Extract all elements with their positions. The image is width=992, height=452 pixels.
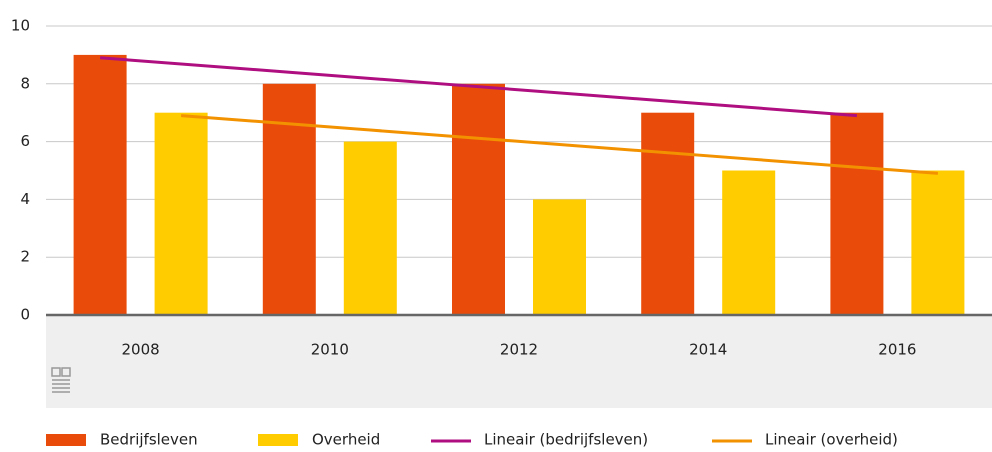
legend-label: Overheid bbox=[312, 431, 380, 449]
bar bbox=[154, 112, 208, 315]
bar bbox=[533, 199, 586, 315]
bar bbox=[452, 83, 505, 315]
y-tick-label: 8 bbox=[20, 74, 30, 92]
x-axis-band bbox=[46, 315, 992, 408]
bar bbox=[830, 112, 884, 315]
x-tick-label: 2014 bbox=[689, 341, 727, 359]
x-tick-label: 2010 bbox=[311, 341, 349, 359]
x-tick-label: 2016 bbox=[878, 341, 916, 359]
trend-line bbox=[180, 114, 939, 175]
y-tick-label: 6 bbox=[20, 132, 30, 150]
bar bbox=[722, 170, 776, 315]
y-tick-label: 0 bbox=[20, 306, 30, 324]
bar bbox=[343, 141, 397, 315]
x-tick-label: 2008 bbox=[122, 341, 160, 359]
bar bbox=[262, 83, 316, 315]
y-tick-label: 4 bbox=[20, 190, 30, 208]
legend-label: Lineair (bedrijfsleven) bbox=[484, 431, 648, 449]
bar bbox=[911, 170, 965, 315]
y-tick-label: 2 bbox=[20, 248, 30, 266]
legend-swatch bbox=[46, 434, 86, 446]
legend-swatch bbox=[258, 434, 298, 446]
trend-line bbox=[99, 56, 858, 118]
legend-label: Bedrijfsleven bbox=[100, 431, 198, 449]
bar bbox=[641, 112, 695, 315]
bar bbox=[73, 54, 127, 316]
logo bbox=[51, 367, 71, 393]
x-tick-label: 2012 bbox=[500, 341, 538, 359]
legend-label: Lineair (overheid) bbox=[765, 431, 898, 449]
y-tick-label: 10 bbox=[11, 17, 30, 35]
